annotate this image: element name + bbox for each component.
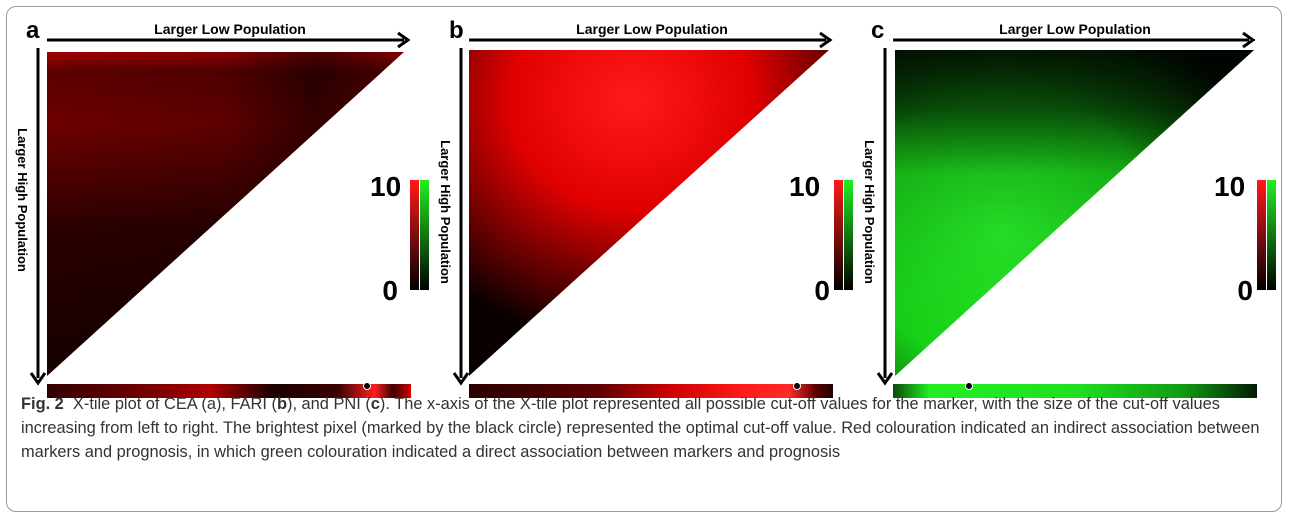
- cutoff-bar: [469, 384, 833, 398]
- scale-bar-green: [1267, 180, 1276, 290]
- heatmap-triangle: [469, 50, 829, 376]
- cutoff-bar: [893, 384, 1257, 398]
- caption-text-1: X-tile plot of CEA (a), FARI (: [72, 395, 277, 413]
- side-axis-label: Larger High Population: [862, 140, 877, 284]
- caption-text-2: ), and PNI (: [286, 395, 371, 413]
- cutoff-bar: [47, 384, 411, 398]
- arrowhead-down-icon: [29, 372, 47, 386]
- scale-max-label: 10: [789, 171, 820, 202]
- top-axis-label: Larger Low Population: [576, 21, 728, 37]
- arrowhead-right-icon: [397, 31, 411, 49]
- side-axis-label: Larger High Population: [15, 128, 30, 272]
- optimal-cutoff-marker: [793, 382, 801, 390]
- arrowhead-right-icon: [1242, 31, 1256, 49]
- panel-a: a Larger Low Population Larger High Popu…: [15, 17, 429, 398]
- top-axis-label: Larger Low Population: [154, 21, 306, 37]
- caption-text-3: ). The x-axis of the X-tile plot represe…: [21, 395, 1260, 461]
- scale-min-label: 0: [1237, 275, 1253, 306]
- figure-label: Fig. 2: [21, 395, 64, 413]
- scale-bar-red: [834, 180, 843, 290]
- panel-b: b Larger Low Population Larger High Popu…: [438, 17, 853, 398]
- panel-letter: a: [26, 17, 40, 44]
- panel-letter: b: [449, 17, 464, 44]
- figure-frame: [6, 6, 1282, 512]
- scale-bar-green: [420, 180, 429, 290]
- side-axis-label: Larger High Population: [438, 140, 453, 284]
- scale-max-label: 10: [1214, 171, 1245, 202]
- scale-max-label: 10: [370, 171, 401, 202]
- optimal-cutoff-marker: [965, 382, 973, 390]
- arrowhead-right-icon: [819, 31, 833, 49]
- scale-bar-red: [1257, 180, 1266, 290]
- scale-bar-green: [844, 180, 853, 290]
- arrowhead-down-icon: [876, 372, 894, 386]
- scale-bar-red: [410, 180, 419, 290]
- optimal-cutoff-marker: [363, 382, 371, 390]
- caption-b: b: [276, 395, 287, 413]
- arrowhead-down-icon: [452, 372, 470, 386]
- scale-min-label: 0: [382, 275, 398, 306]
- figure-caption: Fig. 2 X-tile plot of CEA (a), FARI (b),…: [21, 392, 1271, 464]
- panel-letter: c: [871, 17, 884, 44]
- panel-c: c Larger Low Population Larger High Popu…: [862, 17, 1276, 398]
- top-axis-label: Larger Low Population: [999, 21, 1151, 37]
- scale-min-label: 0: [814, 275, 830, 306]
- caption-c: c: [370, 395, 380, 413]
